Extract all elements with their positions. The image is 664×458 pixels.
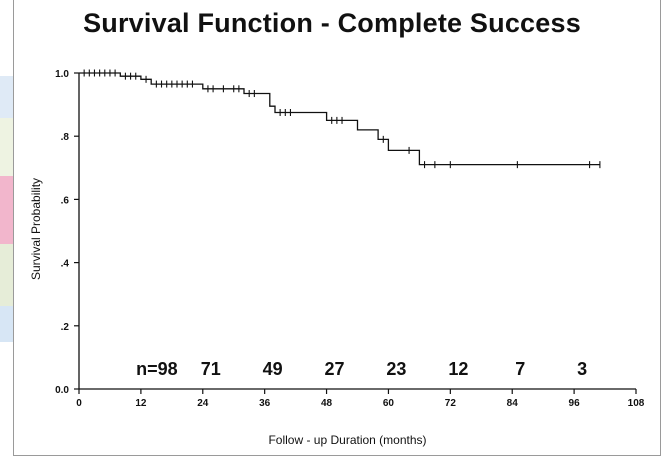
x-tick-label: 96: [569, 398, 581, 409]
y-tick-label: .4: [61, 259, 70, 270]
x-axis-title: Follow - up Duration (months): [268, 433, 426, 447]
risk-count: 23: [386, 359, 406, 379]
edge-strip-3: [0, 176, 13, 244]
censor-marks: [83, 69, 601, 169]
y-axis-title: Survival Probability: [29, 178, 43, 280]
x-tick-label: 84: [507, 398, 519, 409]
slide-frame: [13, 0, 661, 456]
risk-count: 3: [577, 359, 587, 379]
risk-count: 27: [325, 359, 345, 379]
x-tick-label: 72: [445, 398, 457, 409]
x-tick-label: 60: [383, 398, 395, 409]
y-tick-label: 0.0: [55, 385, 69, 396]
x-tick-label: 48: [321, 398, 333, 409]
risk-count: 71: [201, 359, 221, 379]
risk-count: 7: [515, 359, 525, 379]
edge-strip-4: [0, 244, 13, 306]
y-tick-label: 1.0: [55, 69, 69, 80]
edge-strip-2: [0, 118, 13, 176]
survival-step-line: [79, 72, 600, 166]
x-tick-label: 0: [76, 398, 82, 409]
axes: 0 12 24 36 48 60 72 84 96 108 0.0 .2 .4 .6 .8 1.0: [55, 69, 645, 409]
x-tick-label: 108: [628, 398, 645, 409]
y-tick-label: .2: [61, 322, 70, 333]
survival-curve: [79, 72, 600, 166]
edge-strip-1: [0, 76, 13, 118]
x-tick-label: 12: [135, 398, 147, 409]
risk-count: 12: [448, 359, 468, 379]
x-tick-label: 36: [259, 398, 271, 409]
risk-count: n=98: [136, 359, 178, 379]
chart-title: Survival Function - Complete Success: [83, 8, 581, 38]
risk-count: 49: [263, 359, 283, 379]
y-tick-label: .8: [61, 132, 70, 143]
left-edge-strips: [0, 76, 13, 342]
edge-strip-5: [0, 306, 13, 342]
x-tick-label: 24: [197, 398, 209, 409]
y-tick-label: .6: [61, 195, 70, 206]
number-at-risk: n=98 71 49 27 23 12 7 3: [136, 359, 587, 379]
